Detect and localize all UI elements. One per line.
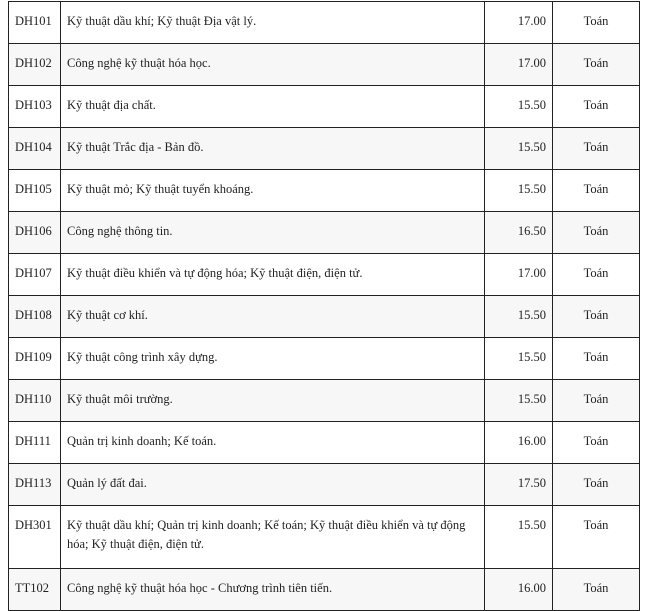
priority-subject-cell: Toán: [552, 127, 640, 170]
table-row: DH103 Kỹ thuật địa chất. 15.50 Toán: [8, 85, 640, 128]
cutoff-score-cell: 17.00: [484, 253, 553, 296]
table-row: DH101 Kỹ thuật dầu khí; Kỹ thuật Địa vật …: [8, 1, 640, 44]
major-name-cell: Kỹ thuật Trắc địa - Bản đồ.: [60, 127, 485, 170]
major-code-cell: DH108: [8, 295, 61, 338]
cutoff-score-cell: 17.00: [484, 1, 553, 44]
major-code-cell: DH105: [8, 169, 61, 212]
major-code-cell: DH104: [8, 127, 61, 170]
table-row: DH104 Kỹ thuật Trắc địa - Bản đồ. 15.50 Toá…: [8, 127, 640, 170]
major-code-cell: DH102: [8, 43, 61, 86]
table-row: TT102 Công nghệ kỹ thuật hóa học - Chương…: [8, 568, 640, 611]
major-code-cell: DH109: [8, 337, 61, 380]
priority-subject-cell: Toán: [552, 211, 640, 254]
table-row: DH301 Kỹ thuật dầu khí; Quản trị kinh doa…: [8, 505, 640, 569]
major-code-cell: DH301: [8, 505, 61, 569]
table-row: DH113 Quản lý đất đai. 17.50 Toán: [8, 463, 640, 506]
cutoff-score-cell: 15.50: [484, 127, 553, 170]
priority-subject-cell: Toán: [552, 43, 640, 86]
cutoff-score-cell: 17.50: [484, 463, 553, 506]
major-name-cell: Kỹ thuật điều khiển và tự động hóa; Kỹ t…: [60, 253, 485, 296]
table-row: DH109 Kỹ thuật công trình xây dựng. 15.50 T…: [8, 337, 640, 380]
cutoff-score-cell: 16.50: [484, 211, 553, 254]
major-name-cell: Công nghệ thông tin.: [60, 211, 485, 254]
major-name-cell: Kỹ thuật dầu khí; Quản trị kinh doanh; K…: [60, 505, 485, 569]
major-code-cell: DH113: [8, 463, 61, 506]
priority-subject-cell: Toán: [552, 85, 640, 128]
table-row: DH111 Quản trị kinh doanh; Kế toán. 16.00 T…: [8, 421, 640, 464]
priority-subject-cell: Toán: [552, 295, 640, 338]
table-row: DH105 Kỹ thuật mỏ; Kỹ thuật tuyển khoáng.…: [8, 169, 640, 212]
table-row: DH107 Kỹ thuật điều khiển và tự động hóa;…: [8, 253, 640, 296]
major-code-cell: DH111: [8, 421, 61, 464]
major-name-cell: Quản lý đất đai.: [60, 463, 485, 506]
priority-subject-cell: Toán: [552, 379, 640, 422]
table-row: DH108 Kỹ thuật cơ khí. 15.50 Toán: [8, 295, 640, 338]
major-name-cell: Kỹ thuật môi trường.: [60, 379, 485, 422]
priority-subject-cell: Toán: [552, 337, 640, 380]
cutoff-score-cell: 15.50: [484, 505, 553, 569]
cutoff-score-cell: 15.50: [484, 337, 553, 380]
major-name-cell: Kỹ thuật cơ khí.: [60, 295, 485, 338]
major-code-cell: DH103: [8, 85, 61, 128]
table-row: DH110 Kỹ thuật môi trường. 15.50 Toán: [8, 379, 640, 422]
major-name-cell: Công nghệ kỹ thuật hóa học.: [60, 43, 485, 86]
major-name-cell: Kỹ thuật công trình xây dựng.: [60, 337, 485, 380]
cutoff-score-cell: 15.50: [484, 295, 553, 338]
priority-subject-cell: Toán: [552, 505, 640, 569]
major-code-cell: DH107: [8, 253, 61, 296]
priority-subject-cell: Toán: [552, 421, 640, 464]
admission-scores-table: DH101 Kỹ thuật dầu khí; Kỹ thuật Địa vật …: [8, 1, 640, 611]
priority-subject-cell: Toán: [552, 568, 640, 611]
table-row: DH102 Công nghệ kỹ thuật hóa học. 17.00 Toá…: [8, 43, 640, 86]
major-code-cell: DH110: [8, 379, 61, 422]
cutoff-score-cell: 17.00: [484, 43, 553, 86]
major-name-cell: Kỹ thuật địa chất.: [60, 85, 485, 128]
priority-subject-cell: Toán: [552, 1, 640, 44]
priority-subject-cell: Toán: [552, 253, 640, 296]
major-name-cell: Kỹ thuật mỏ; Kỹ thuật tuyển khoáng.: [60, 169, 485, 212]
cutoff-score-cell: 15.50: [484, 85, 553, 128]
cutoff-score-cell: 15.50: [484, 169, 553, 212]
table-row: DH106 Công nghệ thông tin. 16.50 Toán: [8, 211, 640, 254]
major-code-cell: DH106: [8, 211, 61, 254]
cutoff-score-cell: 15.50: [484, 379, 553, 422]
major-name-cell: Kỹ thuật dầu khí; Kỹ thuật Địa vật lý.: [60, 1, 485, 44]
cutoff-score-cell: 16.00: [484, 568, 553, 611]
priority-subject-cell: Toán: [552, 169, 640, 212]
priority-subject-cell: Toán: [552, 463, 640, 506]
major-name-cell: Công nghệ kỹ thuật hóa học - Chương trìn…: [60, 568, 485, 611]
major-code-cell: DH101: [8, 1, 61, 44]
cutoff-score-cell: 16.00: [484, 421, 553, 464]
major-name-cell: Quản trị kinh doanh; Kế toán.: [60, 421, 485, 464]
major-code-cell: TT102: [8, 568, 61, 611]
